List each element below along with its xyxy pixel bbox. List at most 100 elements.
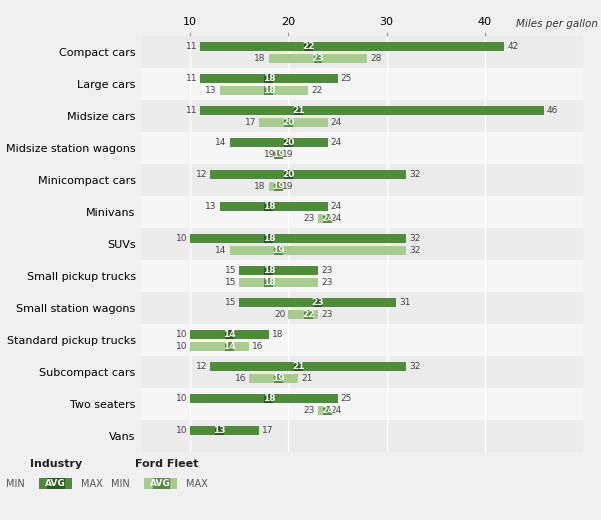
Text: 15: 15 bbox=[225, 278, 236, 287]
Bar bbox=[225, 342, 234, 350]
Bar bbox=[274, 245, 283, 255]
Bar bbox=[200, 74, 338, 83]
Text: 21: 21 bbox=[292, 106, 305, 115]
Text: 21: 21 bbox=[292, 362, 305, 371]
Text: 32: 32 bbox=[409, 170, 421, 179]
Bar bbox=[318, 406, 328, 414]
Bar bbox=[239, 278, 318, 287]
Bar bbox=[249, 374, 298, 383]
Bar bbox=[314, 54, 322, 62]
Text: 20: 20 bbox=[282, 138, 294, 147]
Text: 18: 18 bbox=[263, 86, 275, 95]
Bar bbox=[304, 310, 313, 319]
Bar bbox=[141, 261, 583, 292]
Bar bbox=[284, 118, 293, 127]
Bar bbox=[141, 133, 583, 164]
Bar bbox=[259, 118, 328, 127]
Bar bbox=[191, 234, 406, 243]
Text: MIN: MIN bbox=[6, 478, 25, 489]
Text: 18: 18 bbox=[263, 394, 275, 403]
Text: 10: 10 bbox=[176, 394, 188, 403]
Bar bbox=[323, 214, 332, 223]
Bar bbox=[264, 394, 273, 403]
Bar bbox=[200, 106, 544, 115]
Text: 23: 23 bbox=[321, 309, 332, 319]
Text: 19: 19 bbox=[272, 181, 285, 191]
Text: 10: 10 bbox=[176, 330, 188, 339]
Text: 15: 15 bbox=[225, 266, 236, 275]
Bar bbox=[323, 406, 332, 414]
Bar bbox=[264, 278, 273, 287]
Bar bbox=[141, 100, 583, 133]
Text: 32: 32 bbox=[409, 362, 421, 371]
Text: 21: 21 bbox=[301, 374, 313, 383]
Bar bbox=[141, 420, 583, 452]
Bar bbox=[200, 42, 504, 51]
Text: 15: 15 bbox=[225, 298, 236, 307]
Text: 32: 32 bbox=[409, 245, 421, 255]
Bar bbox=[153, 478, 169, 489]
Text: 14: 14 bbox=[215, 245, 227, 255]
Bar bbox=[191, 394, 338, 403]
Text: MAX: MAX bbox=[81, 478, 103, 489]
Text: 11: 11 bbox=[186, 74, 197, 83]
Text: 17: 17 bbox=[245, 118, 256, 127]
Bar bbox=[230, 138, 328, 147]
Text: 18: 18 bbox=[263, 74, 275, 83]
Bar bbox=[294, 106, 303, 115]
Bar bbox=[210, 170, 406, 179]
Bar bbox=[264, 266, 273, 275]
Text: 18: 18 bbox=[254, 181, 266, 191]
Bar bbox=[284, 138, 293, 147]
Text: 16: 16 bbox=[235, 374, 246, 383]
Text: 16: 16 bbox=[252, 342, 264, 350]
Bar bbox=[304, 42, 313, 51]
Text: MIN: MIN bbox=[111, 478, 130, 489]
Text: 25: 25 bbox=[341, 394, 352, 403]
Bar bbox=[264, 86, 273, 95]
Bar bbox=[141, 164, 583, 197]
Text: 11: 11 bbox=[186, 106, 197, 115]
Bar bbox=[264, 202, 273, 211]
Bar bbox=[288, 310, 318, 319]
Bar bbox=[269, 181, 279, 191]
Text: 23: 23 bbox=[321, 266, 332, 275]
Bar bbox=[141, 228, 583, 261]
Bar bbox=[239, 266, 318, 275]
Text: 25: 25 bbox=[341, 74, 352, 83]
Text: 12: 12 bbox=[196, 170, 207, 179]
Bar bbox=[141, 324, 583, 356]
Text: 32: 32 bbox=[409, 234, 421, 243]
Text: 13: 13 bbox=[213, 426, 226, 435]
Bar bbox=[191, 330, 269, 339]
Text: 19: 19 bbox=[272, 245, 285, 255]
Text: 23: 23 bbox=[312, 298, 324, 307]
Bar bbox=[141, 69, 583, 100]
Text: 23: 23 bbox=[321, 278, 332, 287]
Text: 28: 28 bbox=[370, 54, 381, 62]
Bar bbox=[274, 181, 283, 191]
Text: 23: 23 bbox=[312, 54, 324, 62]
Bar bbox=[314, 298, 322, 307]
Text: 23: 23 bbox=[304, 406, 315, 414]
Text: 19: 19 bbox=[282, 181, 293, 191]
Text: AVG: AVG bbox=[150, 479, 171, 488]
Text: 20: 20 bbox=[282, 170, 294, 179]
Text: 18: 18 bbox=[263, 234, 275, 243]
Text: 13: 13 bbox=[206, 86, 217, 95]
Bar bbox=[191, 342, 249, 350]
Text: 31: 31 bbox=[400, 298, 411, 307]
Text: 14: 14 bbox=[223, 330, 236, 339]
Text: 24: 24 bbox=[331, 406, 342, 414]
Text: 19: 19 bbox=[272, 374, 285, 383]
Text: 42: 42 bbox=[507, 42, 519, 51]
Text: 24: 24 bbox=[322, 214, 334, 223]
Text: 18: 18 bbox=[263, 202, 275, 211]
Text: 11: 11 bbox=[186, 42, 197, 51]
Text: 19: 19 bbox=[282, 150, 293, 159]
Text: 19: 19 bbox=[264, 150, 276, 159]
Text: 22: 22 bbox=[302, 42, 314, 51]
Bar bbox=[318, 214, 328, 223]
Text: 24: 24 bbox=[331, 214, 342, 223]
Text: 24: 24 bbox=[331, 118, 342, 127]
